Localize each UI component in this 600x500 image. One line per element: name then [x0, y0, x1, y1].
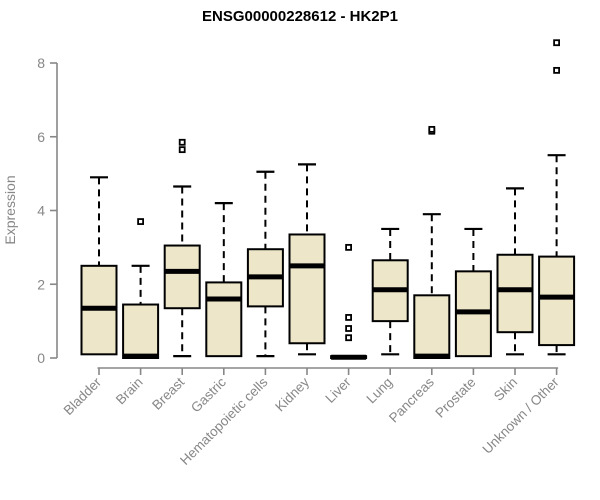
y-tick-label: 0: [37, 350, 45, 366]
boxplot-kidney: [288, 163, 326, 356]
outlier-point: [178, 138, 186, 146]
iqr-box: [496, 253, 534, 334]
iqr-box: [163, 244, 201, 310]
x-tick-label: Brain: [113, 375, 146, 408]
iqr-box: [288, 233, 326, 345]
x-tick-label: Skin: [491, 375, 520, 404]
iqr-box: [413, 294, 451, 359]
boxplot-bladder: [80, 176, 118, 356]
y-tick-label: 2: [37, 276, 45, 292]
boxplot-skin: [496, 187, 534, 356]
outlier-point: [553, 66, 560, 74]
x-tick-label: Lung: [363, 375, 395, 407]
boxplot-pancreas: [413, 125, 451, 359]
y-axis-title: Expression: [2, 175, 18, 244]
outlier-point: [345, 325, 353, 332]
outlier-point: [428, 125, 436, 133]
outlier-point: [178, 146, 186, 154]
y-tick-label: 8: [37, 55, 45, 71]
boxplot-unknown-other: [538, 39, 576, 356]
x-tick-label: Prostate: [432, 375, 478, 421]
chart-title: ENSG00000228612 - HK2P1: [202, 8, 398, 25]
iqr-box: [122, 303, 160, 359]
x-tick-label: Pancreas: [386, 374, 437, 425]
y-tick-label: 6: [37, 129, 45, 145]
boxplot-lung: [371, 227, 409, 356]
boxplots: [80, 39, 576, 360]
outlier-point: [553, 39, 560, 47]
x-tick-label: Liver: [322, 374, 354, 406]
x-tick-label: Bladder: [61, 374, 105, 418]
x-tick-label: Gastric: [188, 374, 229, 415]
outlier-point: [345, 314, 353, 321]
boxplot-liver: [330, 243, 368, 360]
x-tick-label: Breast: [149, 374, 187, 412]
outlier-point: [345, 243, 353, 251]
y-tick-label: 4: [37, 203, 45, 219]
boxplot-gastric: [205, 202, 243, 358]
boxplot-brain: [122, 218, 160, 359]
x-tick-label: Kidney: [272, 374, 312, 414]
outlier-point: [137, 218, 145, 225]
iqr-box: [538, 255, 576, 347]
iqr-box: [205, 281, 243, 358]
boxplot-breast: [163, 138, 201, 358]
x-tick-label: Unknown / Other: [479, 374, 562, 457]
boxplot-hematopoietic-cells: [246, 170, 284, 358]
boxplot-prostate: [454, 227, 492, 358]
outlier-point: [345, 334, 353, 342]
